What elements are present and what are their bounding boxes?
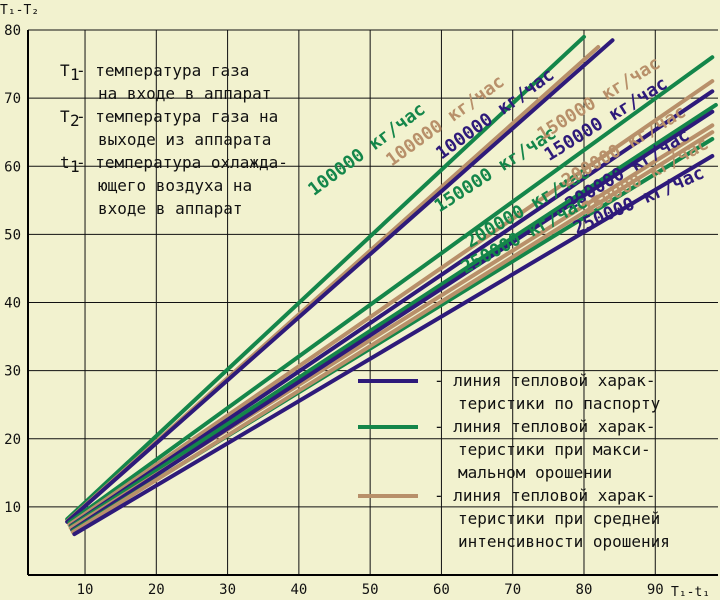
series-line-passport-5 (68, 89, 715, 528)
series-line-max-0 (65, 34, 586, 522)
series-lines (65, 34, 718, 537)
legend: - линия тепловой харак-теристики по пасп… (358, 371, 670, 551)
y-tick-label-80: 80 (4, 23, 21, 39)
legend-text-2-2: интенсивности орошения (458, 532, 670, 551)
note-symbol-2: t (60, 153, 70, 172)
note-line-2-2: входе в аппарат (98, 199, 243, 218)
x-axis-label: T₁-t₁ (671, 585, 710, 600)
note-line-0-1: на входе в аппарат (98, 84, 271, 103)
y-tick-label-60: 60 (4, 159, 21, 175)
legend-text-1-0: - линия тепловой харак- (434, 417, 656, 436)
x-tick-label-90: 90 (647, 582, 664, 598)
series-line-mid-4 (67, 79, 715, 527)
legend-text-2-0: - линия тепловой харак- (434, 486, 656, 505)
x-tick-label-10: 10 (77, 582, 94, 598)
legend-text-0-0: - линия тепловой харак- (434, 371, 656, 390)
y-tick-label-20: 20 (4, 432, 21, 448)
series-line-passport-8 (70, 109, 715, 533)
note-line-1-0: - температура газа на (76, 107, 278, 126)
legend-text-0-1: теристики по паспорту (458, 394, 661, 413)
y-axis-label: T₁-T₂ (0, 3, 39, 18)
x-tick-label-80: 80 (576, 582, 593, 598)
note-subscript-0: 1 (70, 65, 80, 84)
series-line-passport-2 (65, 38, 615, 524)
series-line-max-3 (67, 55, 715, 525)
legend-text-1-2: мальном орошении (458, 463, 612, 482)
note-symbol-1: T (60, 107, 70, 126)
y-tick-label-70: 70 (4, 91, 21, 107)
y-tick-label-10: 10 (4, 500, 21, 516)
note-symbol-0: T (60, 61, 70, 80)
x-tick-label-20: 20 (148, 582, 165, 598)
note-line-1-1: выходе из аппарата (98, 130, 271, 149)
x-tick-label-40: 40 (290, 582, 307, 598)
legend-text-2-1: теристики при средней (458, 509, 660, 528)
tick-labels: 10 20 30 40 50 60 70 80 90 10 20 30 40 50 60 70 80 (4, 23, 664, 598)
series-line-passport-11 (72, 154, 715, 537)
series-line-mid-10 (70, 130, 715, 535)
note-line-2-1: ющего воздуха на (98, 176, 252, 195)
x-tick-label-60: 60 (433, 582, 450, 598)
series-line-max-6 (68, 102, 718, 529)
note-line-0-0: - температура газа (76, 61, 249, 80)
y-tick-label-50: 50 (4, 227, 21, 243)
x-tick-label-50: 50 (362, 582, 379, 598)
axis-titles: T₁-T₂ T₁-t₁ (0, 3, 710, 600)
x-tick-label-70: 70 (504, 582, 521, 598)
y-tick-label-30: 30 (4, 364, 21, 380)
axes (27, 30, 718, 576)
x-tick-label-30: 30 (219, 582, 236, 598)
note-subscript-1: 2 (70, 111, 80, 130)
note-line-2-0: - температура охлажда- (76, 153, 288, 172)
legend-text-1-1: теристики при макси- (458, 440, 651, 459)
note-subscript-2: 1 (70, 157, 80, 176)
y-tick-label-40: 40 (4, 296, 21, 312)
